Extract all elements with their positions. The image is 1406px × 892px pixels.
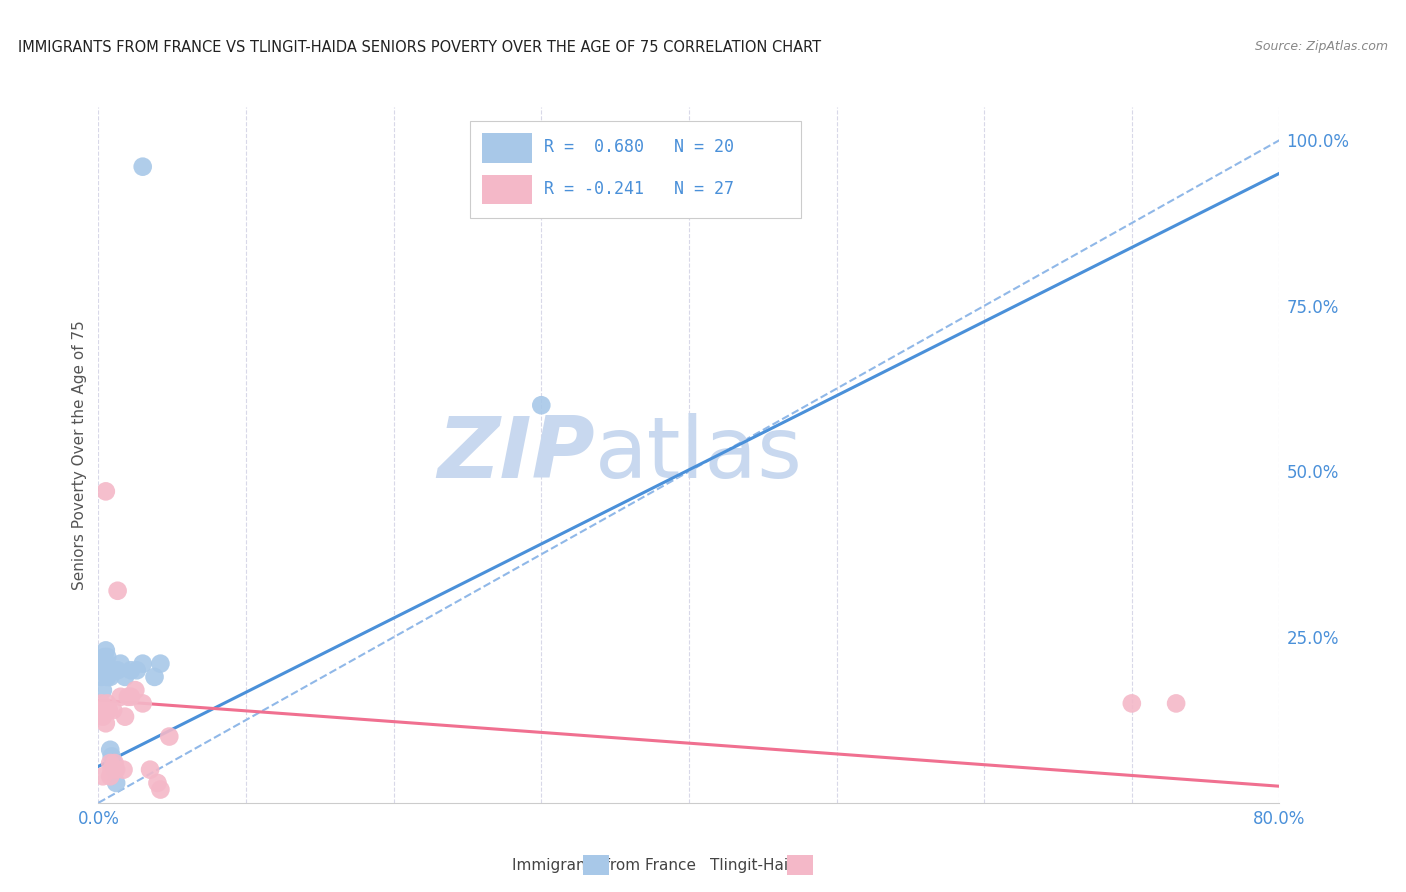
- Point: [93, 703, 115, 717]
- Text: R =  0.680   N = 20: R = 0.680 N = 20: [544, 138, 734, 156]
- Text: Source: ZipAtlas.com: Source: ZipAtlas.com: [1254, 40, 1388, 54]
- Point: [1121, 697, 1143, 711]
- Point: [114, 709, 136, 723]
- FancyBboxPatch shape: [482, 175, 531, 204]
- FancyBboxPatch shape: [482, 134, 531, 162]
- Point: [530, 398, 553, 412]
- Point: [139, 763, 162, 777]
- Point: [100, 749, 122, 764]
- Point: [90, 670, 112, 684]
- Point: [132, 657, 155, 671]
- Point: [112, 763, 135, 777]
- Point: [143, 670, 166, 684]
- FancyBboxPatch shape: [471, 121, 801, 219]
- Point: [124, 683, 146, 698]
- Point: [93, 663, 115, 677]
- Point: [98, 769, 121, 783]
- Point: [100, 663, 122, 677]
- Point: [120, 690, 142, 704]
- Point: [94, 643, 117, 657]
- Point: [114, 670, 136, 684]
- Text: Immigrants from France: Immigrants from France: [512, 858, 696, 872]
- Point: [96, 697, 118, 711]
- Point: [90, 697, 112, 711]
- Point: [125, 663, 148, 677]
- Point: [157, 730, 180, 744]
- Point: [104, 763, 127, 777]
- Point: [103, 756, 125, 770]
- Point: [94, 716, 117, 731]
- Point: [93, 650, 115, 665]
- Point: [104, 756, 127, 770]
- Point: [105, 763, 128, 777]
- Point: [96, 650, 118, 665]
- Point: [117, 690, 139, 704]
- Point: [132, 160, 155, 174]
- Point: [107, 663, 129, 677]
- Point: [120, 663, 142, 677]
- Point: [149, 657, 172, 671]
- Text: ZIP: ZIP: [437, 413, 595, 497]
- Y-axis label: Seniors Poverty Over the Age of 75: Seniors Poverty Over the Age of 75: [72, 320, 87, 590]
- Point: [94, 484, 117, 499]
- Point: [98, 756, 121, 770]
- Point: [96, 670, 118, 684]
- Text: R = -0.241   N = 27: R = -0.241 N = 27: [544, 180, 734, 198]
- Point: [107, 583, 129, 598]
- Point: [94, 657, 117, 671]
- Point: [146, 776, 169, 790]
- Point: [91, 683, 114, 698]
- Point: [105, 776, 128, 790]
- Text: atlas: atlas: [595, 413, 803, 497]
- Point: [97, 663, 120, 677]
- Point: [97, 703, 120, 717]
- Point: [1166, 697, 1188, 711]
- Text: Tlingit-Haida: Tlingit-Haida: [710, 858, 807, 872]
- Point: [100, 763, 122, 777]
- Point: [110, 690, 132, 704]
- Point: [91, 709, 114, 723]
- Point: [91, 769, 114, 783]
- Point: [132, 697, 155, 711]
- Point: [149, 782, 172, 797]
- Point: [103, 703, 125, 717]
- Point: [98, 743, 121, 757]
- Point: [98, 670, 121, 684]
- Point: [110, 657, 132, 671]
- Text: IMMIGRANTS FROM FRANCE VS TLINGIT-HAIDA SENIORS POVERTY OVER THE AGE OF 75 CORRE: IMMIGRANTS FROM FRANCE VS TLINGIT-HAIDA …: [18, 40, 821, 55]
